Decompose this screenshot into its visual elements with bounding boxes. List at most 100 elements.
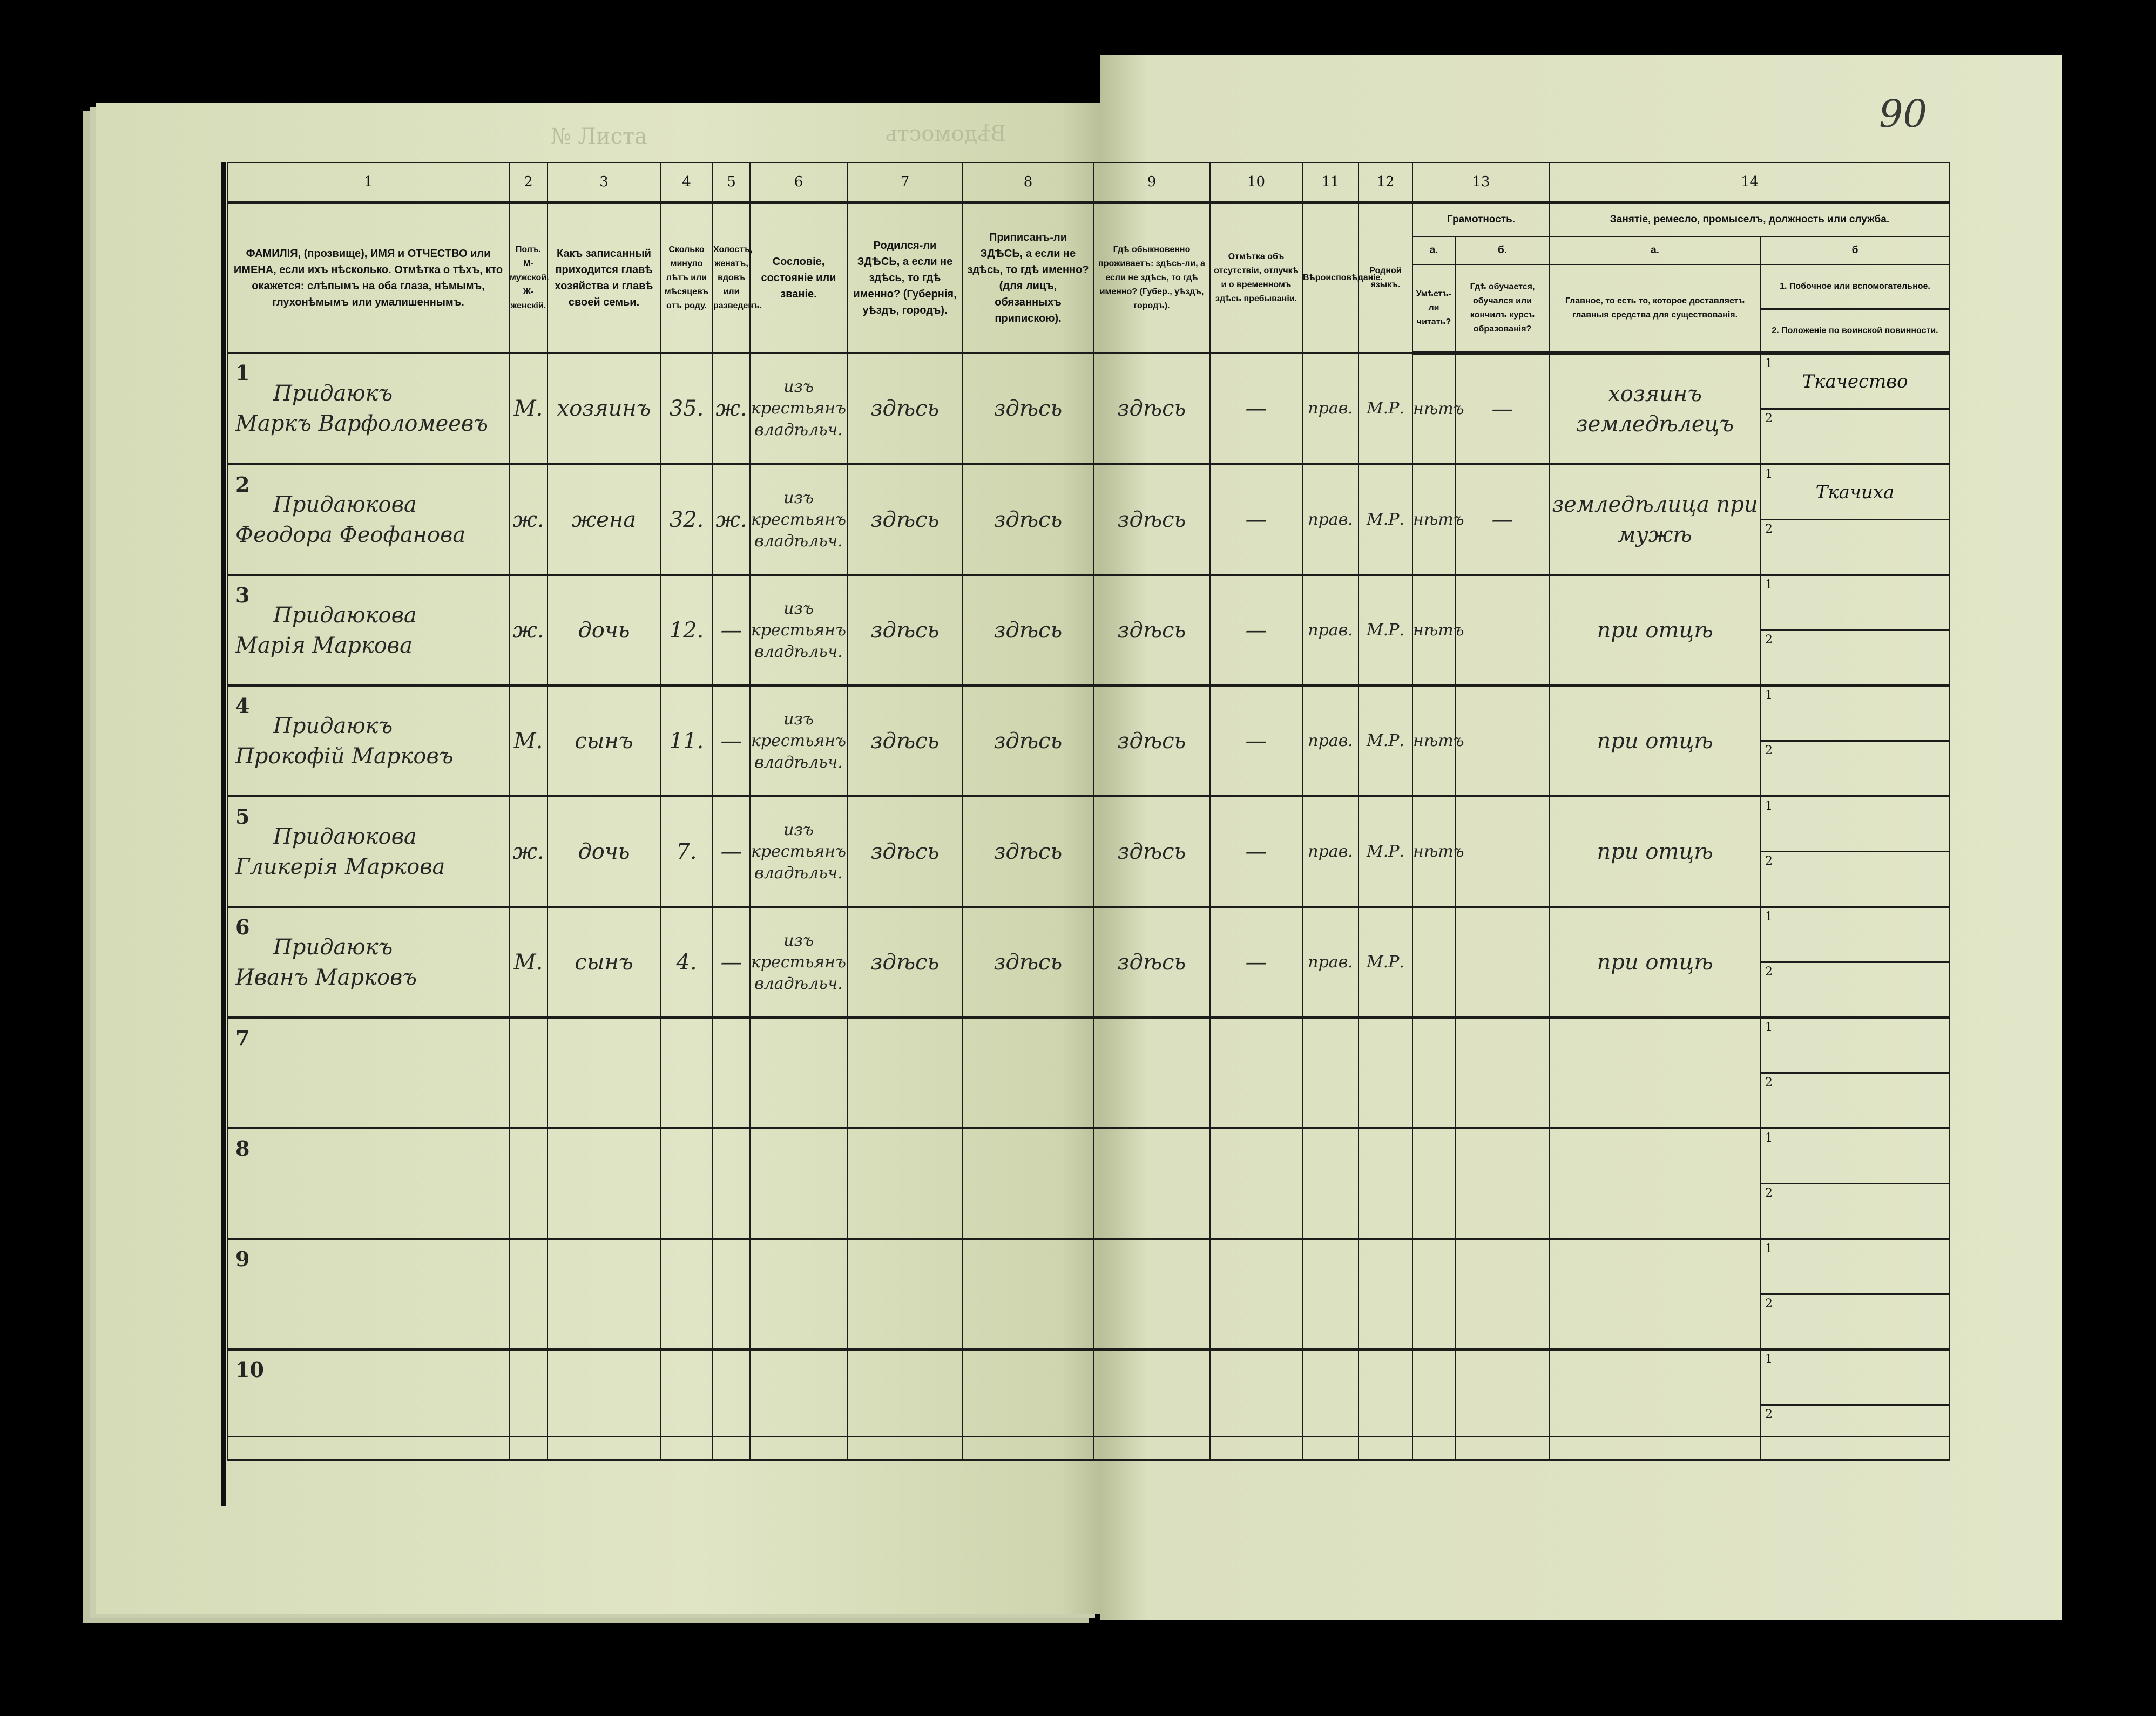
name-cell: 6 Придаюкъ Иванъ Марковъ xyxy=(227,906,510,1019)
religion-cell: прав. xyxy=(1302,685,1359,797)
header-registered: Приписанъ-ли ЗДѢСЬ, а если не здѣсь, то … xyxy=(962,201,1094,354)
column-number-row: 1 2 3 4 5 6 7 8 9 10 11 12 13 14 xyxy=(227,162,1950,204)
side-occupation: Ткачиха xyxy=(1815,481,1895,503)
education-cell xyxy=(1455,1349,1550,1461)
row-number: 1 xyxy=(235,361,250,385)
side-occupation-line: 1 xyxy=(1761,797,1949,851)
birthplace-cell xyxy=(847,1128,963,1240)
given-name: Гликерія Маркова xyxy=(235,854,445,879)
header-birthplace: Родился-ли ЗДѢСЬ, а если не здѣсь, то гд… xyxy=(847,201,963,354)
language-cell xyxy=(1358,1017,1413,1129)
birthplace-cell xyxy=(847,1017,963,1129)
side-occupation-cell: 1 Ткачество 2 xyxy=(1760,352,1950,465)
religion-cell: прав. xyxy=(1302,464,1359,576)
registered-cell: здѣсь xyxy=(962,906,1094,1019)
religion-cell: прав. xyxy=(1302,796,1359,908)
surname: Придаюкъ xyxy=(273,713,393,738)
age-cell xyxy=(660,1349,713,1461)
header-relation: Какъ записанный приходится главѣ хозяйст… xyxy=(547,201,661,354)
estate-cell xyxy=(749,1238,848,1351)
table-row: 4 Придаюкъ Прокофій Марковъ М. сынъ 11. — изъ к… xyxy=(227,685,1950,797)
residence-cell xyxy=(1093,1238,1211,1351)
surname: Придаюкова xyxy=(273,492,417,517)
relation-cell: сынъ xyxy=(547,906,661,1019)
can-read-cell xyxy=(1412,906,1456,1019)
age-cell xyxy=(660,1017,713,1129)
occupation-cell: хозяинъ земледѣлецъ xyxy=(1549,352,1761,465)
side-occupation: Ткачество xyxy=(1802,370,1908,392)
name-cell: 5 Придаюкова Гликерія Маркова xyxy=(227,796,510,908)
age-cell: 11. xyxy=(660,685,713,797)
language-cell xyxy=(1358,1128,1413,1240)
marital-cell: — xyxy=(712,685,751,797)
can-read-cell: нѣтъ xyxy=(1412,464,1464,576)
occupation-cell: при отцѣ xyxy=(1549,906,1761,1019)
residence-cell: здѣсь xyxy=(1093,352,1211,465)
header-sex: Полъ. М-мужской. Ж-женскій. xyxy=(509,201,549,354)
given-name: Феодора Феофанова xyxy=(235,522,466,547)
military-status-line: 2 xyxy=(1761,851,1949,906)
marital-cell: — xyxy=(712,574,751,687)
residence-cell: здѣсь xyxy=(1093,574,1211,687)
census-table: 1 2 3 4 5 6 7 8 9 10 11 12 13 14 ФАМИЛІЯ… xyxy=(227,162,1950,1461)
education-cell xyxy=(1455,1128,1550,1240)
side-occupation-line: 1 xyxy=(1761,687,1949,740)
age-cell xyxy=(660,1238,713,1351)
col-number: 2 xyxy=(509,162,548,204)
line-number: 2 xyxy=(1765,523,1773,536)
relation-cell xyxy=(547,1349,661,1461)
age-cell: 35. xyxy=(660,352,713,465)
birthplace-cell: здѣсь xyxy=(847,352,963,465)
col-number: 8 xyxy=(962,162,1094,204)
sex-cell: М. xyxy=(509,352,548,465)
line-number: 2 xyxy=(1765,1076,1773,1089)
absence-cell xyxy=(1209,1017,1303,1129)
surname: Придаюкова xyxy=(273,602,417,628)
registered-cell: здѣсь xyxy=(962,464,1094,576)
left-border-rule xyxy=(221,162,226,1506)
military-status-line: 2 xyxy=(1761,1072,1949,1127)
education-cell xyxy=(1455,1017,1550,1129)
header-letter-row: а. б. а. б xyxy=(227,236,1950,265)
header-absence: Отмѣтка объ отсутствіи, отлучкѣ и о врем… xyxy=(1209,201,1303,354)
side-occupation-line: 1 xyxy=(1761,1240,1949,1293)
absence-cell xyxy=(1209,1349,1303,1461)
military-status-line: 2 xyxy=(1761,519,1949,574)
military-status-line: 2 xyxy=(1761,961,1949,1016)
relation-cell xyxy=(547,1128,661,1240)
row-number: 6 xyxy=(235,915,250,939)
sex-cell: ж. xyxy=(509,574,548,687)
birthplace-cell xyxy=(847,1238,963,1351)
row-number: 3 xyxy=(235,583,250,607)
line-number: 2 xyxy=(1765,744,1773,757)
registered-cell: здѣсь xyxy=(962,574,1094,687)
name-cell: 2 Придаюкова Феодора Феофанова xyxy=(227,464,510,576)
age-cell: 32. xyxy=(660,464,713,576)
can-read-cell: нѣтъ xyxy=(1412,796,1464,908)
religion-cell xyxy=(1302,1017,1359,1129)
occupation-cell xyxy=(1549,1017,1761,1129)
residence-cell xyxy=(1093,1349,1211,1461)
line-number: 1 xyxy=(1765,689,1773,702)
col-number: 4 xyxy=(660,162,713,204)
marital-cell xyxy=(712,1017,751,1129)
line-number: 1 xyxy=(1765,578,1773,592)
registered-cell xyxy=(962,1238,1094,1351)
name-cell: 10 xyxy=(227,1349,510,1461)
sex-cell: М. xyxy=(509,906,548,1019)
registered-cell xyxy=(962,1017,1094,1129)
military-status-line: 2 xyxy=(1761,1404,1949,1459)
language-cell: М.Р. xyxy=(1358,685,1413,797)
sex-cell xyxy=(509,1128,548,1240)
absence-cell xyxy=(1209,1128,1303,1240)
age-cell xyxy=(660,1128,713,1240)
line-number: 1 xyxy=(1765,799,1773,813)
row-number: 7 xyxy=(235,1026,250,1050)
col-number: 11 xyxy=(1302,162,1359,204)
religion-cell xyxy=(1302,1238,1359,1351)
absence-cell xyxy=(1209,1238,1303,1351)
religion-cell xyxy=(1302,1128,1359,1240)
line-number: 1 xyxy=(1765,1242,1773,1256)
marital-cell xyxy=(712,1128,751,1240)
